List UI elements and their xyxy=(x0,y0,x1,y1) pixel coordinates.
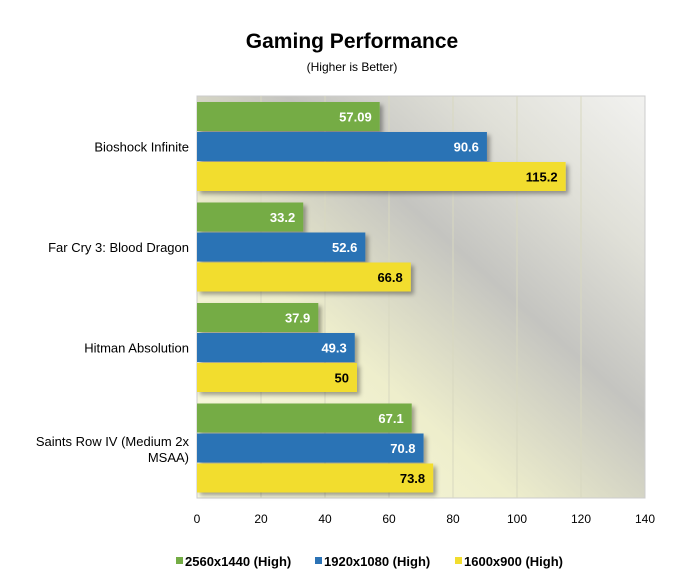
bar xyxy=(197,363,357,392)
bar xyxy=(197,333,355,362)
data-label: 37.9 xyxy=(285,311,310,326)
data-label: 57.09 xyxy=(339,110,372,125)
x-tick-label: 40 xyxy=(318,512,332,526)
data-label: 52.6 xyxy=(332,240,357,255)
x-tick-label: 20 xyxy=(254,512,268,526)
category-label: Bioshock Infinite xyxy=(94,140,189,155)
bar xyxy=(197,463,434,493)
data-label: 90.6 xyxy=(454,140,479,155)
data-label: 115.2 xyxy=(526,170,558,185)
legend-label: 1600x900 (High) xyxy=(464,554,563,569)
bar xyxy=(197,403,412,433)
legend-swatch xyxy=(176,557,183,564)
data-label: 50 xyxy=(335,371,349,386)
data-label: 67.1 xyxy=(378,411,403,426)
bar xyxy=(197,162,566,191)
x-tick-label: 60 xyxy=(382,512,396,526)
data-label: 33.2 xyxy=(270,210,295,225)
category-label: Hitman Absolution xyxy=(84,341,189,356)
data-label: 49.3 xyxy=(321,341,346,356)
x-tick-label: 120 xyxy=(571,512,591,526)
category-label: Far Cry 3: Blood Dragon xyxy=(48,240,189,255)
data-label: 70.8 xyxy=(390,441,415,456)
bar xyxy=(197,433,424,463)
bar xyxy=(197,132,487,161)
x-tick-label: 0 xyxy=(194,512,201,526)
bar xyxy=(197,262,411,292)
bar xyxy=(197,232,366,262)
data-label: 73.8 xyxy=(400,471,425,486)
bar xyxy=(197,202,304,232)
legend-swatch xyxy=(315,557,322,564)
bar xyxy=(197,102,380,131)
data-label: 66.8 xyxy=(377,270,402,285)
legend-label: 2560x1440 (High) xyxy=(185,554,291,569)
bar xyxy=(197,303,319,332)
x-tick-label: 80 xyxy=(446,512,460,526)
x-tick-label: 100 xyxy=(507,512,527,526)
x-tick-label: 140 xyxy=(635,512,655,526)
chart-title: Gaming Performance xyxy=(246,30,458,53)
chart-subtitle: (Higher is Better) xyxy=(307,60,398,74)
legend-label: 1920x1080 (High) xyxy=(324,554,430,569)
category-label: Saints Row IV (Medium 2x MSAA) xyxy=(36,434,190,465)
legend-swatch xyxy=(455,557,462,564)
